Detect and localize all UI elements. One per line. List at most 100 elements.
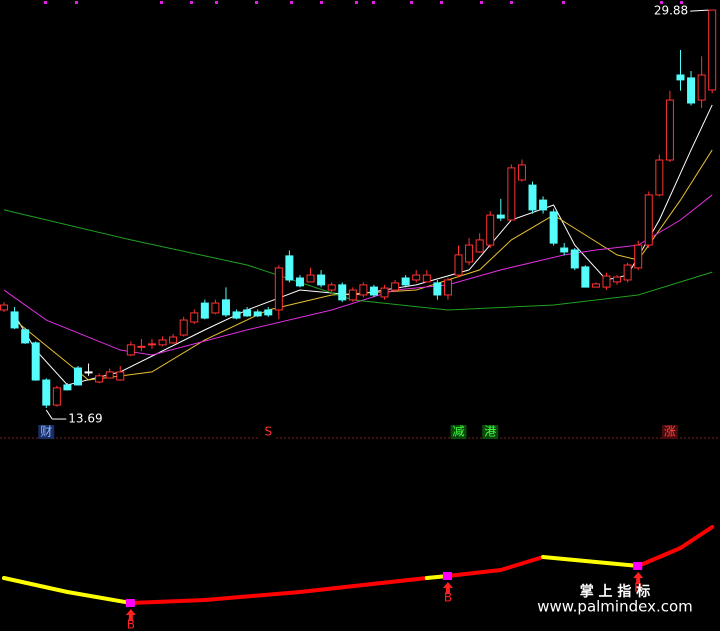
candle-body bbox=[602, 275, 611, 288]
candle-body bbox=[285, 255, 294, 281]
moving-average bbox=[3, 194, 713, 356]
indicator-segment bbox=[202, 590, 302, 602]
candle-body bbox=[655, 159, 664, 196]
signal-bg bbox=[482, 425, 499, 439]
indicator-segment bbox=[678, 525, 715, 550]
candle-body bbox=[496, 214, 505, 219]
candle-body bbox=[105, 371, 114, 379]
candle-body bbox=[116, 371, 125, 381]
min-arrow-pointer bbox=[45, 409, 53, 420]
indicator-segment bbox=[636, 546, 683, 568]
candle-body bbox=[507, 167, 516, 221]
dot bbox=[660, 1, 663, 4]
watermark-title: 掌 上 指 标 bbox=[580, 583, 651, 600]
indicator-segment bbox=[498, 555, 546, 572]
candle-body bbox=[84, 371, 93, 374]
signal-label: S bbox=[264, 425, 272, 439]
candle-body bbox=[380, 287, 389, 298]
signal-marker bbox=[125, 599, 135, 607]
signal-label: 财 bbox=[40, 425, 52, 439]
max-label: 29.88 bbox=[654, 4, 688, 18]
top-dots bbox=[44, 1, 683, 4]
candle-body bbox=[52, 387, 61, 406]
candle-body bbox=[126, 344, 135, 356]
indicator-segment bbox=[65, 590, 133, 605]
moving-average bbox=[14, 149, 713, 381]
candle-body bbox=[243, 309, 252, 317]
candle-body bbox=[137, 345, 146, 348]
signal-bg bbox=[260, 425, 277, 439]
indicator-segment bbox=[445, 568, 503, 578]
indicator-segment bbox=[297, 576, 429, 594]
dot bbox=[75, 1, 78, 4]
candle-body bbox=[42, 379, 51, 406]
dot bbox=[44, 1, 47, 4]
candle-body bbox=[338, 284, 347, 301]
candle-body bbox=[644, 194, 653, 246]
candle-body bbox=[200, 302, 209, 319]
candle-body bbox=[359, 284, 368, 296]
dot bbox=[215, 1, 218, 4]
signal-marker bbox=[633, 562, 643, 570]
signal-bg bbox=[661, 425, 678, 439]
candle-body bbox=[528, 184, 537, 211]
candle-body bbox=[147, 343, 156, 346]
dot bbox=[440, 1, 443, 4]
candle-body bbox=[517, 164, 526, 181]
signal-label: B bbox=[634, 581, 642, 595]
indicator-segment bbox=[593, 560, 641, 568]
indicator-segment bbox=[128, 598, 207, 605]
indicator-segment bbox=[2, 576, 70, 594]
candle-body bbox=[295, 277, 304, 287]
candle-body bbox=[708, 9, 717, 91]
signal-arrow bbox=[125, 609, 136, 621]
dot bbox=[355, 1, 358, 4]
candle-body bbox=[623, 264, 632, 281]
candle-body bbox=[549, 211, 558, 244]
candle-body bbox=[486, 214, 495, 246]
signal-label: 港 bbox=[484, 425, 496, 439]
min-label: 13.69 bbox=[68, 412, 102, 426]
indicator-segment bbox=[541, 555, 598, 564]
dot bbox=[160, 1, 163, 4]
candle-body bbox=[10, 311, 19, 329]
candle-body bbox=[676, 74, 685, 81]
dot bbox=[480, 1, 483, 4]
signal-label: B bbox=[127, 618, 135, 631]
candle-body bbox=[327, 284, 336, 291]
candle-body bbox=[634, 244, 643, 269]
signal-arrow bbox=[442, 582, 453, 594]
candle-body bbox=[211, 302, 220, 314]
candle-body bbox=[412, 274, 421, 281]
candle-body bbox=[190, 312, 199, 323]
candle-body bbox=[274, 267, 283, 311]
candle-body bbox=[317, 274, 326, 286]
candle-body bbox=[221, 299, 230, 316]
candle-body bbox=[179, 319, 188, 336]
moving-average bbox=[3, 209, 713, 311]
dot bbox=[410, 1, 413, 4]
candle-body bbox=[539, 199, 548, 211]
signal-label: 减 bbox=[453, 425, 465, 439]
candle-body bbox=[687, 77, 696, 104]
candle-body bbox=[570, 249, 579, 269]
dot bbox=[510, 1, 513, 4]
candle-body bbox=[581, 266, 590, 288]
dot bbox=[290, 1, 293, 4]
dot bbox=[680, 1, 683, 4]
watermark-url: www.palmindex.com bbox=[537, 598, 693, 616]
candle-body bbox=[697, 74, 706, 101]
dot bbox=[562, 1, 565, 4]
max-arrow bbox=[690, 9, 709, 12]
candle-body bbox=[560, 247, 569, 253]
dot bbox=[190, 1, 193, 4]
candle-body bbox=[613, 276, 622, 283]
candle-body bbox=[31, 342, 40, 381]
candle-body bbox=[21, 329, 30, 344]
candle-body bbox=[401, 277, 410, 286]
candle-body bbox=[454, 254, 463, 276]
candle-body bbox=[433, 282, 442, 296]
candle-body bbox=[0, 304, 8, 311]
signal-label: 涨 bbox=[664, 424, 676, 439]
